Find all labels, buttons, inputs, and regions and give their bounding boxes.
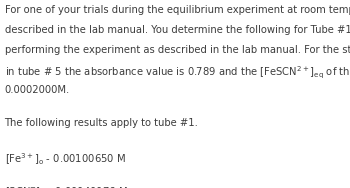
Text: For one of your trials during the equilibrium experiment at room temperature as: For one of your trials during the equili… <box>5 5 350 15</box>
Text: The following results apply to tube #1.: The following results apply to tube #1. <box>5 118 198 128</box>
Text: performing the experiment as described in the lab manual. For the standard solut: performing the experiment as described i… <box>5 45 350 55</box>
Text: 0.0002000M.: 0.0002000M. <box>5 85 70 95</box>
Text: described in the lab manual. You determine the following for Tube #1 while: described in the lab manual. You determi… <box>5 25 350 35</box>
Text: in tube # 5 the absorbance value is 0.789 and the [FeSCN$^{2+}$]$_{\mathregular{: in tube # 5 the absorbance value is 0.78… <box>5 65 350 81</box>
Text: [SCN$^{-}$]$_{\mathregular{o}}$ - 0.00040076 M: [SCN$^{-}$]$_{\mathregular{o}}$ - 0.0004… <box>5 185 127 188</box>
Text: [Fe$^{3+}$]$_{\mathregular{o}}$ - 0.00100650 M: [Fe$^{3+}$]$_{\mathregular{o}}$ - 0.0010… <box>5 152 126 167</box>
